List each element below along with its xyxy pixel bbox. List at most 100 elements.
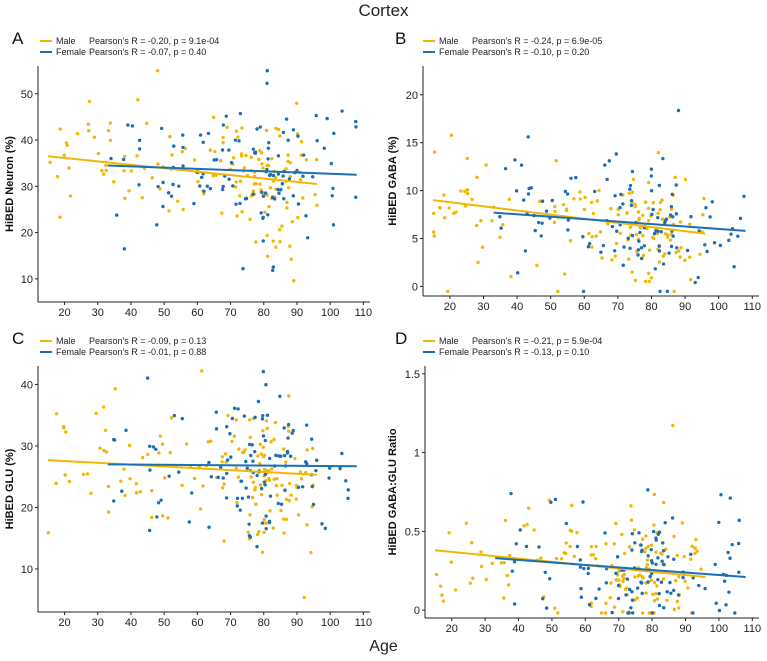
- point-male: [578, 197, 582, 201]
- point-male: [221, 135, 225, 140]
- x-tick-label: 110: [744, 301, 762, 313]
- point-female: [159, 126, 164, 131]
- point-female: [736, 541, 741, 546]
- point-female: [282, 426, 286, 430]
- point-female: [256, 399, 261, 404]
- point-male: [261, 445, 265, 449]
- y-axis-label: HiBED GLU (%): [4, 448, 16, 529]
- point-female: [665, 590, 669, 594]
- point-male: [254, 502, 258, 506]
- point-male: [674, 250, 678, 255]
- point-male: [236, 475, 241, 479]
- point-male: [254, 240, 258, 244]
- point-female: [207, 460, 211, 465]
- point-male: [641, 213, 645, 218]
- point-male: [168, 134, 172, 139]
- point-female: [161, 180, 165, 185]
- point-male: [58, 127, 62, 131]
- point-female: [646, 488, 650, 492]
- point-female: [519, 163, 524, 167]
- point-female: [265, 167, 269, 172]
- point-female: [630, 590, 634, 594]
- point-male: [285, 206, 289, 210]
- point-male: [582, 207, 587, 212]
- point-female: [156, 501, 161, 505]
- point-male: [608, 596, 613, 600]
- point-male: [507, 197, 512, 202]
- point-female: [659, 230, 663, 234]
- point-male: [525, 522, 529, 527]
- point-male: [272, 437, 276, 442]
- point-male: [702, 196, 706, 201]
- point-female: [650, 561, 654, 565]
- point-female: [661, 549, 666, 553]
- point-female: [295, 168, 299, 173]
- point-male: [234, 418, 238, 422]
- point-male: [686, 586, 690, 590]
- x-tick-label: 20: [444, 301, 456, 313]
- point-male: [272, 477, 276, 481]
- point-male: [678, 220, 683, 224]
- point-female: [281, 130, 286, 135]
- point-female: [283, 488, 287, 492]
- point-male: [480, 245, 485, 249]
- point-male: [612, 542, 616, 546]
- y-tick-label: 1.5: [405, 369, 420, 381]
- point-female: [666, 555, 670, 559]
- legend-stat-female: Pearson's R = -0.10, p = 0.20: [472, 47, 589, 57]
- point-male: [196, 179, 200, 184]
- point-female: [331, 223, 336, 227]
- point-female: [622, 245, 626, 249]
- point-male: [675, 553, 679, 558]
- point-male: [591, 211, 596, 216]
- legend-label-male: Male: [439, 336, 459, 346]
- point-male: [453, 588, 458, 592]
- point-female: [202, 189, 206, 193]
- point-female: [296, 202, 301, 206]
- point-male: [641, 253, 646, 258]
- point-male: [278, 228, 282, 232]
- point-male: [288, 244, 292, 248]
- point-male: [211, 174, 215, 178]
- point-male: [465, 156, 469, 161]
- point-male: [654, 591, 658, 596]
- point-male: [688, 222, 692, 226]
- point-female: [656, 229, 660, 233]
- point-male: [463, 189, 467, 193]
- point-female: [616, 596, 621, 601]
- point-female: [286, 138, 290, 142]
- point-female: [727, 238, 731, 243]
- point-female: [626, 611, 630, 615]
- fit-line-female: [107, 463, 357, 468]
- point-female: [629, 198, 634, 203]
- point-male: [140, 196, 144, 200]
- point-male: [683, 579, 687, 583]
- point-female: [266, 157, 270, 161]
- point-female: [177, 184, 181, 188]
- fit-line-male: [432, 199, 706, 235]
- point-female: [601, 243, 606, 248]
- point-male: [617, 569, 621, 573]
- point-female: [646, 554, 650, 558]
- point-female: [563, 189, 568, 194]
- point-female: [229, 160, 234, 165]
- point-male: [104, 168, 108, 173]
- point-male: [561, 202, 566, 207]
- x-tick-label: 80: [645, 301, 657, 313]
- point-female: [587, 242, 592, 246]
- point-male: [274, 484, 279, 488]
- point-female: [718, 243, 723, 248]
- point-male: [265, 254, 270, 258]
- point-female: [327, 466, 332, 470]
- point-male: [595, 199, 600, 203]
- point-male: [128, 477, 132, 481]
- point-male: [614, 521, 618, 526]
- x-tick-label: 30: [92, 617, 104, 629]
- point-male: [621, 579, 625, 584]
- point-male: [294, 497, 298, 501]
- point-male: [127, 443, 132, 448]
- point-male: [630, 190, 635, 194]
- x-tick-label: 40: [125, 617, 137, 629]
- point-female: [172, 413, 177, 418]
- point-female: [260, 190, 264, 195]
